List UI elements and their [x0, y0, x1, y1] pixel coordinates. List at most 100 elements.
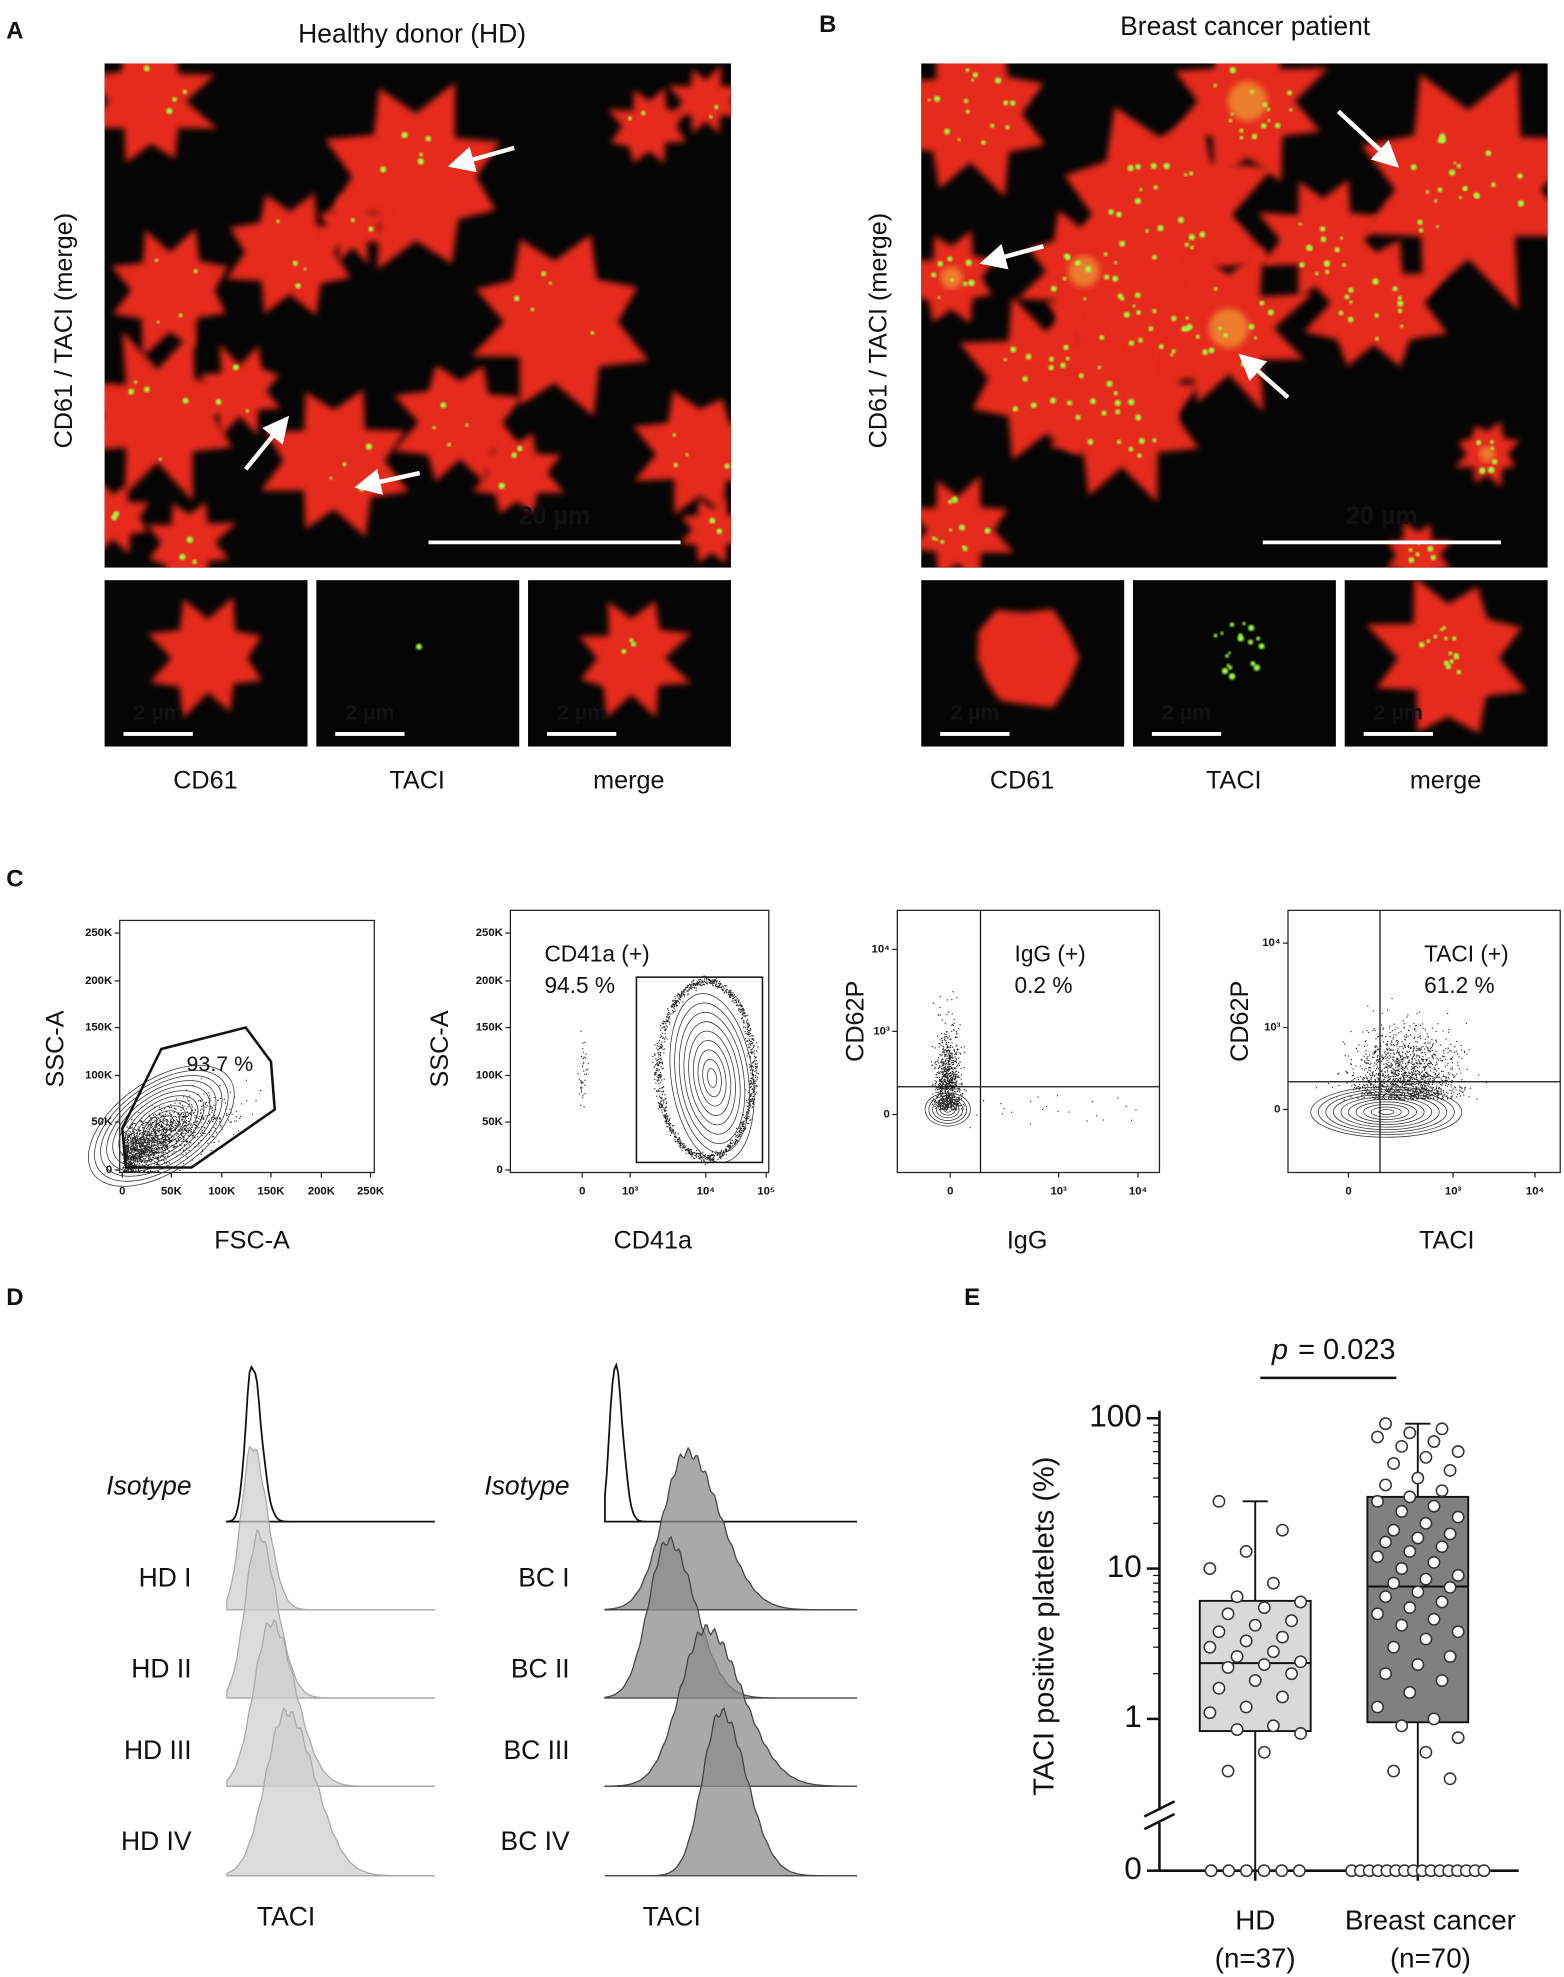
event-dot	[955, 1100, 957, 1103]
event-dot	[1418, 1096, 1420, 1098]
event-dot	[188, 1144, 190, 1146]
event-dot	[952, 1057, 954, 1059]
cell	[1366, 580, 1527, 734]
green-dot	[1425, 190, 1430, 194]
green-dot	[193, 269, 198, 274]
event-dot	[1401, 1074, 1403, 1076]
event-dot	[1384, 1052, 1386, 1054]
event-dot	[750, 1077, 753, 1080]
event-dot	[664, 1038, 666, 1040]
event-dot	[674, 1135, 676, 1137]
green-dot	[1229, 622, 1235, 627]
event-dot	[135, 1165, 137, 1167]
green-dot	[1066, 400, 1073, 406]
event-dot	[948, 1080, 950, 1082]
event-dot	[939, 1106, 942, 1108]
event-dot	[701, 980, 703, 982]
green-dot	[1186, 323, 1193, 330]
event-dot	[743, 1010, 745, 1012]
event-dot	[199, 1109, 202, 1111]
event-dot	[197, 1136, 199, 1138]
gate-value: 93.7 %	[187, 1052, 254, 1076]
event-dot	[726, 1145, 728, 1148]
event-dot	[1420, 1075, 1422, 1077]
green-dot	[1248, 323, 1255, 330]
event-dot	[674, 1010, 676, 1012]
event-dot	[746, 1055, 748, 1057]
event-dot	[210, 1100, 212, 1102]
event-dot	[665, 1109, 667, 1112]
event-dot	[127, 1148, 130, 1150]
event-dot	[169, 1134, 171, 1136]
event-dot	[580, 1104, 582, 1106]
event-dot	[742, 1130, 744, 1132]
event-dot	[681, 1146, 683, 1148]
event-dot	[143, 1151, 145, 1153]
event-dot	[182, 1107, 184, 1109]
event-dot	[154, 1139, 157, 1141]
event-dot	[186, 1111, 188, 1113]
event-dot	[738, 1008, 740, 1010]
event-dot	[170, 1120, 172, 1122]
event-dot	[185, 1152, 187, 1154]
event-dot	[690, 1153, 692, 1155]
contour	[936, 1100, 960, 1119]
event-dot	[215, 1132, 218, 1134]
event-dot	[938, 1100, 940, 1102]
event-dot	[950, 1054, 952, 1056]
cell	[472, 430, 565, 515]
event-dot	[730, 994, 732, 996]
event-dot	[1381, 1085, 1383, 1087]
event-dot	[1396, 1084, 1398, 1086]
event-dot	[661, 1035, 663, 1037]
event-dot	[953, 1095, 955, 1097]
event-dot	[1404, 1096, 1406, 1098]
event-dot	[147, 1146, 150, 1148]
event-dot	[946, 1045, 948, 1047]
event-dot	[955, 1098, 957, 1100]
event-dot	[138, 1164, 140, 1166]
event-dot	[150, 1171, 152, 1173]
event-dot	[139, 1130, 141, 1132]
green-dot	[1048, 356, 1055, 362]
event-dot	[752, 1095, 754, 1098]
event-dot	[942, 1072, 944, 1074]
event-dot	[139, 1137, 141, 1139]
event-dot	[192, 1135, 194, 1137]
event-dot	[939, 996, 941, 998]
panel-title: Healthy donor (HD)	[298, 19, 526, 49]
green-dot	[1374, 313, 1380, 318]
x-tick-label: 50K	[161, 1185, 183, 1197]
event-dot	[949, 1096, 951, 1099]
event-dot	[957, 1099, 960, 1101]
event-dot	[154, 1129, 156, 1131]
event-dot	[752, 1069, 754, 1071]
event-dot	[202, 1104, 204, 1106]
event-dot	[950, 1079, 953, 1081]
event-dot	[154, 1141, 156, 1143]
green-dot	[156, 320, 160, 324]
event-dot	[122, 1167, 124, 1169]
event-dot	[756, 1050, 758, 1052]
event-dot	[701, 981, 703, 983]
event-dot	[656, 1095, 658, 1097]
event-dot	[948, 1099, 951, 1101]
event-dot	[166, 1148, 169, 1150]
event-dot	[139, 1140, 141, 1142]
event-dot	[146, 1133, 148, 1135]
event-dot	[656, 1042, 658, 1045]
event-dot	[953, 1018, 955, 1020]
event-dot	[945, 1109, 947, 1111]
event-dot	[955, 1093, 957, 1095]
event-dot	[955, 1060, 957, 1062]
event-dot	[149, 1139, 151, 1141]
event-dot	[218, 1140, 220, 1142]
event-dot	[148, 1143, 150, 1146]
event-dot	[174, 1124, 176, 1126]
event-dot	[740, 1009, 742, 1011]
event-dot	[931, 1100, 933, 1102]
event-dot	[662, 1102, 665, 1104]
event-dot	[127, 1135, 129, 1138]
event-dot	[132, 1149, 134, 1151]
event-dot	[131, 1142, 133, 1145]
